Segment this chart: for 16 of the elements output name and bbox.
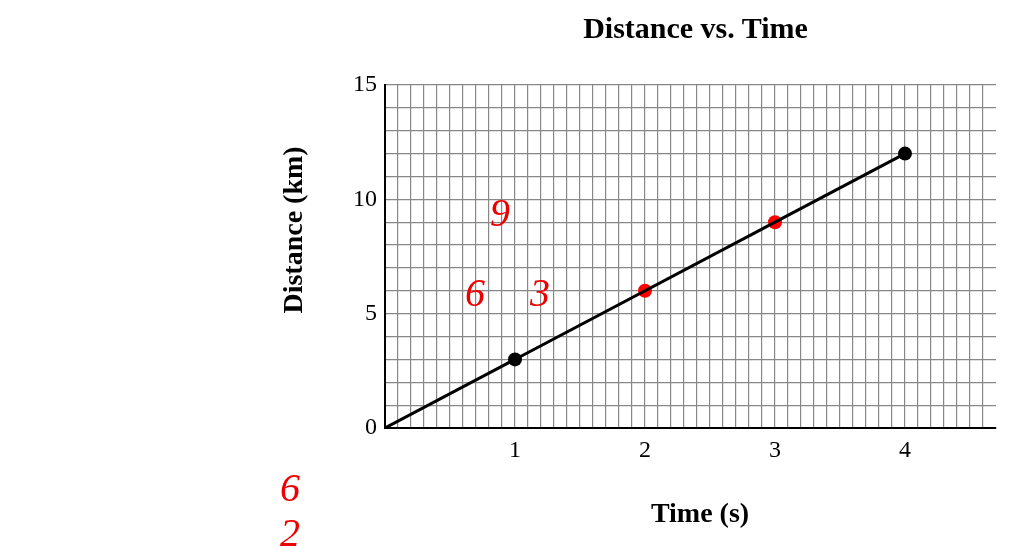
y-tick-label: 10 [353, 184, 377, 211]
text: 2 [280, 509, 300, 555]
x-axis-title: Time (s) [650, 497, 750, 529]
y-axis-title: Distance (km) [277, 146, 309, 314]
y-tick-label: 15 [353, 70, 377, 97]
annotation: 9 [490, 189, 510, 235]
annotation: 6 [465, 269, 485, 315]
chart-title: Distance vs. Time [583, 10, 808, 44]
y-tick-label: 5 [365, 298, 377, 325]
x-tick-label: 3 [769, 435, 781, 462]
text: 6 [280, 464, 300, 510]
annotation: 3 [529, 269, 550, 315]
x-tick-label: 1 [509, 435, 521, 462]
y-tick-label: 0 [365, 413, 377, 440]
x-tick-label: 2 [639, 435, 651, 462]
x-tick-label: 4 [899, 435, 911, 462]
